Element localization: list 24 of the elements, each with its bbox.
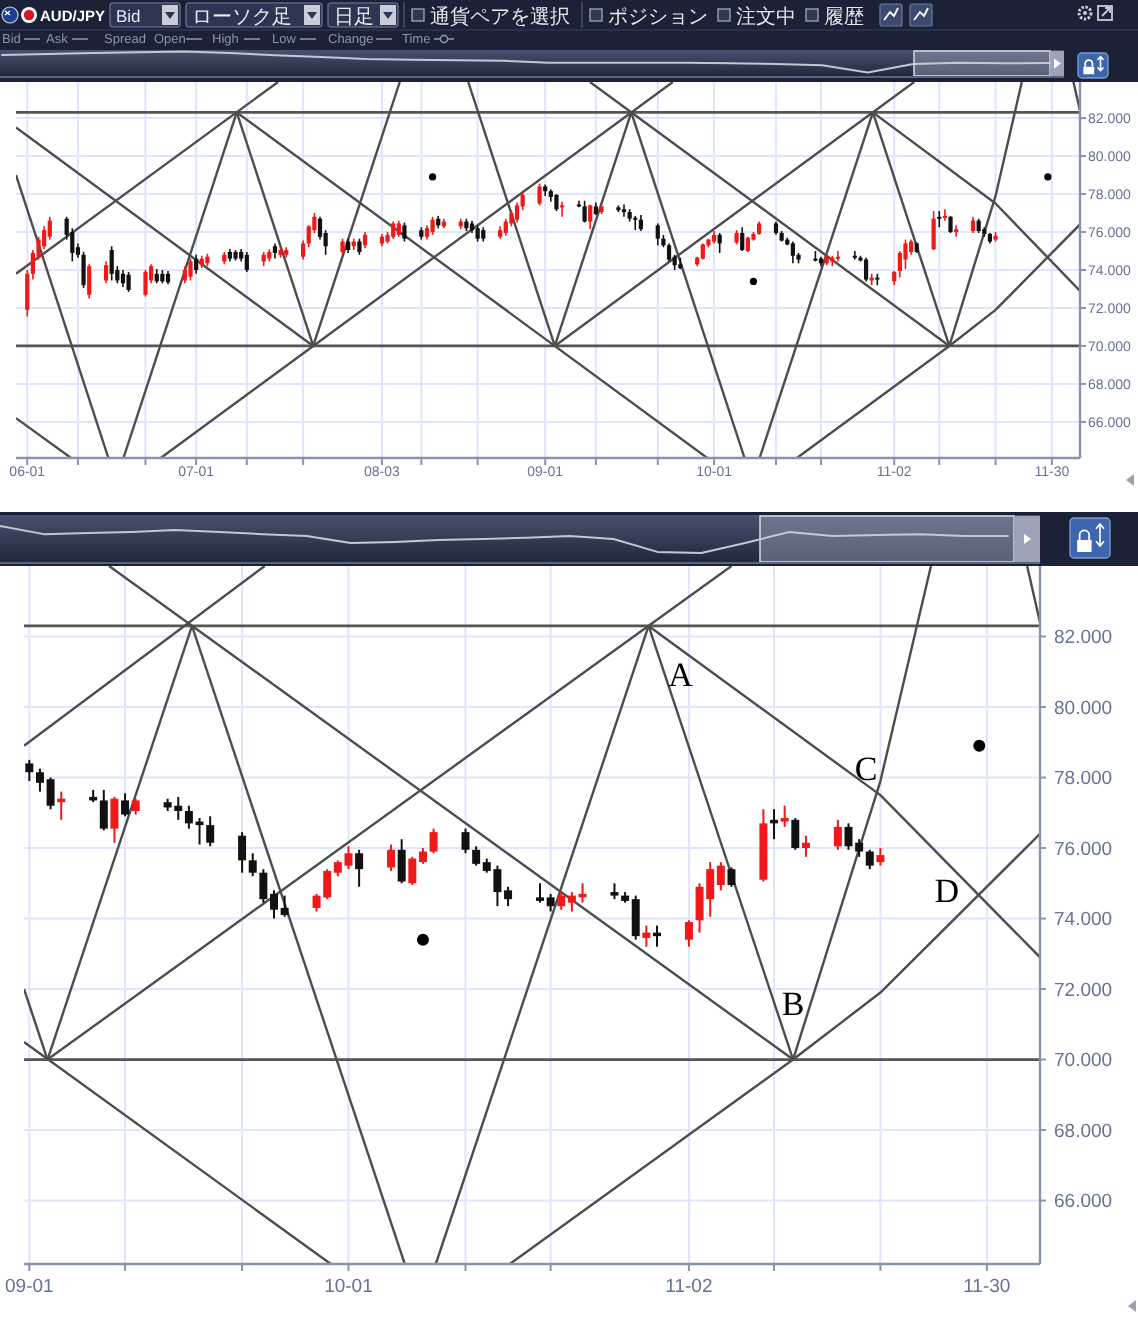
annotation: A bbox=[668, 655, 693, 694]
label: 通貨ペアを選択 bbox=[430, 7, 570, 29]
y-tick-label: 78.000 bbox=[1054, 768, 1113, 791]
label: 履歴 bbox=[824, 7, 864, 29]
x-tick-label: 11-02 bbox=[665, 1276, 713, 1298]
y-tick-label: 66.000 bbox=[1054, 1191, 1113, 1214]
x-tick-label: 09-01 bbox=[5, 1276, 54, 1298]
y-tick-label: 80.000 bbox=[1054, 697, 1113, 720]
annotation: D bbox=[934, 871, 960, 910]
annotation: C bbox=[854, 749, 878, 788]
y-tick-label: 68.000 bbox=[1054, 1120, 1113, 1143]
y-tick-label: 76.000 bbox=[1054, 838, 1113, 861]
label: ローソク足 bbox=[192, 7, 292, 29]
label: Bid bbox=[116, 6, 141, 26]
label: ポジション bbox=[608, 7, 708, 29]
label: 注文中 bbox=[736, 7, 796, 29]
label: 日足 bbox=[334, 7, 374, 29]
annotation: B bbox=[781, 985, 805, 1024]
y-tick-label: 72.000 bbox=[1054, 979, 1113, 1002]
x-tick-label: 11-30 bbox=[963, 1276, 1011, 1298]
y-tick-label: 82.000 bbox=[1054, 627, 1113, 650]
x-tick-label: 10-01 bbox=[324, 1276, 373, 1298]
y-tick-label: 74.000 bbox=[1054, 909, 1113, 932]
y-tick-label: 70.000 bbox=[1054, 1050, 1113, 1073]
